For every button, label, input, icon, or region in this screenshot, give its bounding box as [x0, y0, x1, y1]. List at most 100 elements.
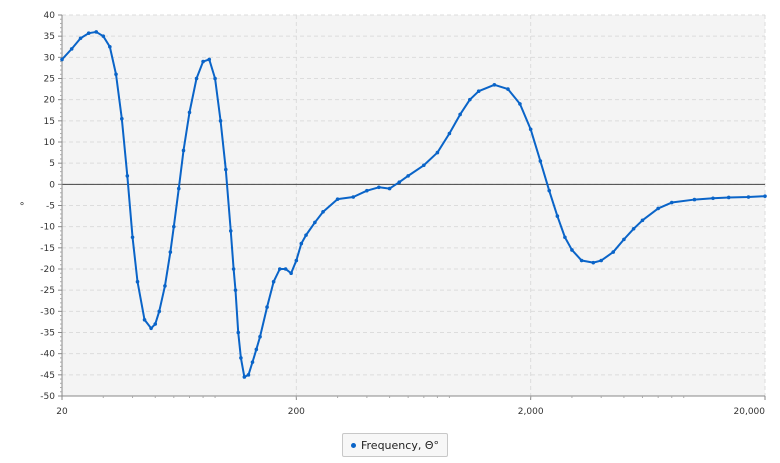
y-tick-label: 5: [49, 159, 55, 169]
y-tick-label: 40: [44, 11, 56, 21]
data-point: [246, 373, 251, 377]
data-point: [176, 186, 181, 191]
data-point: [547, 188, 552, 193]
data-point: [294, 258, 299, 263]
x-tick-label: 2,000: [518, 407, 544, 417]
y-tick-label: 20: [44, 96, 56, 106]
legend[interactable]: Frequency, Θ°: [342, 433, 448, 457]
data-point: [228, 229, 233, 233]
data-point: [223, 167, 228, 172]
data-point: [591, 260, 596, 265]
data-point: [125, 174, 130, 178]
data-point: [763, 194, 767, 198]
data-point: [120, 116, 124, 121]
y-tick-label: 10: [44, 138, 56, 148]
data-point: [271, 279, 276, 284]
legend-marker-icon: [351, 442, 356, 448]
data-point: [631, 226, 636, 231]
data-point: [258, 334, 262, 339]
data-point: [94, 30, 99, 34]
y-tick-label: 35: [44, 32, 55, 42]
data-point: [555, 214, 560, 218]
x-tick-label: 20: [56, 407, 68, 417]
data-point: [599, 258, 604, 263]
data-point: [406, 174, 410, 178]
data-point: [181, 148, 186, 153]
data-point: [239, 356, 243, 360]
y-tick-label: -20: [40, 265, 55, 275]
data-point: [231, 267, 236, 271]
data-point: [172, 224, 176, 229]
x-tick-label: 20,000: [734, 407, 766, 417]
data-point: [157, 309, 162, 314]
data-point: [570, 248, 574, 252]
data-point: [242, 375, 247, 379]
data-point: [365, 188, 369, 193]
data-point: [711, 196, 715, 201]
y-tick-label: -5: [46, 202, 55, 212]
data-point: [299, 241, 304, 246]
x-tick-label: 200: [288, 407, 305, 417]
data-point: [101, 34, 106, 38]
y-axis-ticks: -50-45-40-35-30-25-20-15-10-505101520253…: [40, 11, 62, 402]
data-point: [304, 233, 308, 237]
data-point: [579, 258, 584, 263]
data-point: [187, 110, 192, 115]
data-point: [476, 89, 481, 93]
data-point: [283, 267, 288, 271]
data-point: [640, 218, 645, 223]
y-tick-label: -25: [40, 286, 55, 296]
data-point: [397, 180, 402, 185]
data-point: [130, 235, 135, 240]
data-point: [622, 237, 626, 242]
phase-chart: -50-45-40-35-30-25-20-15-10-505101520253…: [20, 11, 767, 417]
y-tick-label: -30: [40, 307, 55, 317]
data-point: [194, 76, 199, 81]
data-point: [265, 305, 269, 309]
data-point: [201, 59, 205, 64]
data-point: [692, 197, 697, 202]
data-point: [149, 326, 153, 331]
data-point: [60, 57, 64, 62]
data-point: [213, 76, 217, 81]
y-tick-label: -45: [40, 371, 55, 381]
data-point: [458, 112, 462, 117]
data-point: [321, 210, 325, 214]
data-point: [236, 330, 241, 335]
data-point: [277, 267, 282, 271]
data-point: [289, 271, 293, 276]
data-point: [518, 102, 522, 106]
data-point: [254, 347, 259, 352]
data-point: [447, 131, 452, 136]
y-tick-label: 30: [44, 53, 56, 63]
y-tick-label: -40: [40, 350, 55, 360]
data-point: [468, 97, 472, 102]
legend-label: Frequency, Θ°: [361, 438, 439, 452]
data-point: [135, 279, 140, 284]
y-tick-label: -35: [40, 329, 55, 339]
x-axis-ticks: 20 200 2,000 20,000: [56, 396, 766, 417]
data-point: [726, 195, 731, 200]
data-point: [422, 163, 426, 168]
data-point: [611, 250, 615, 254]
data-point: [78, 36, 83, 41]
y-axis-label: °: [20, 202, 25, 213]
data-point: [163, 284, 167, 288]
y-tick-label: 15: [44, 117, 55, 127]
data-point: [207, 57, 212, 62]
data-point: [142, 318, 147, 322]
y-tick-label: -10: [40, 223, 55, 233]
data-point: [563, 235, 567, 240]
data-point: [506, 87, 510, 91]
data-point: [377, 185, 381, 190]
y-tick-label: 25: [44, 75, 55, 85]
data-point: [351, 195, 356, 199]
data-point: [492, 83, 497, 87]
data-point: [69, 47, 74, 51]
data-point: [168, 250, 173, 254]
data-point: [233, 288, 238, 292]
data-point: [108, 44, 112, 49]
data-point: [538, 159, 543, 163]
data-point: [746, 195, 751, 199]
data-point: [114, 72, 118, 77]
